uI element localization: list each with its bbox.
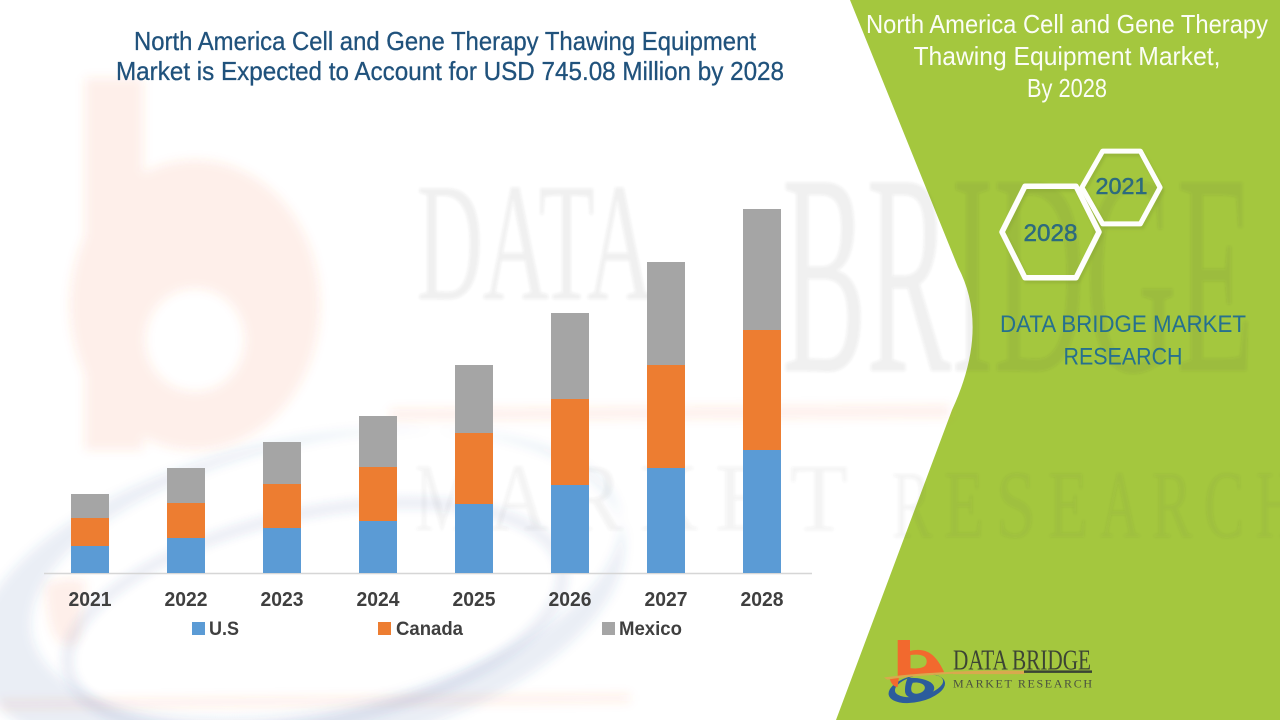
svg-text:MARKET RESEARCH: MARKET RESEARCH [953,677,1092,691]
svg-text:E: E [944,451,984,558]
svg-text:A: A [490,444,548,551]
svg-text:DATA BRIDGE MARKET: DATA BRIDGE MARKET [1000,311,1246,338]
svg-text:2028: 2028 [1024,220,1078,247]
svg-text:RESEARCH: RESEARCH [1064,344,1183,371]
svg-text:North America Cell and Gene Th: North America Cell and Gene Therapy [866,9,1268,39]
svg-text:Canada: Canada [396,619,463,640]
svg-text:Thawing Equipment Market,: Thawing Equipment Market, [914,41,1221,71]
svg-text:Mexico: Mexico [619,619,682,640]
svg-text:C: C [1204,451,1244,558]
svg-text:DATA BRIDGE: DATA BRIDGE [953,646,1091,677]
svg-text:E: E [1048,451,1088,558]
svg-text:T: T [790,444,848,551]
svg-text:2024: 2024 [357,589,401,611]
svg-text:By 2028: By 2028 [1027,73,1107,103]
svg-text:A: A [1100,451,1140,558]
svg-text:S: S [996,451,1036,558]
svg-text:2022: 2022 [165,589,208,611]
svg-text:U.S: U.S [209,619,239,640]
svg-text:2026: 2026 [549,589,592,611]
svg-text:North America Cell and Gene Th: North America Cell and Gene Therapy Thaw… [134,26,757,56]
svg-text:H: H [1256,451,1280,558]
svg-text:R: R [1152,451,1192,558]
svg-text:2021: 2021 [1096,173,1148,199]
svg-text:Market is Expected to Account: Market is Expected to Account for USD 74… [116,56,784,86]
svg-text:2021: 2021 [69,589,112,611]
svg-text:2025: 2025 [453,589,496,611]
svg-text:2027: 2027 [645,589,688,611]
svg-text:2023: 2023 [261,589,304,611]
svg-text:BRIDGE: BRIDGE [782,115,1254,434]
svg-text:R: R [892,451,932,558]
svg-text:2028: 2028 [741,589,784,611]
svg-text:DATA: DATA [417,148,653,336]
